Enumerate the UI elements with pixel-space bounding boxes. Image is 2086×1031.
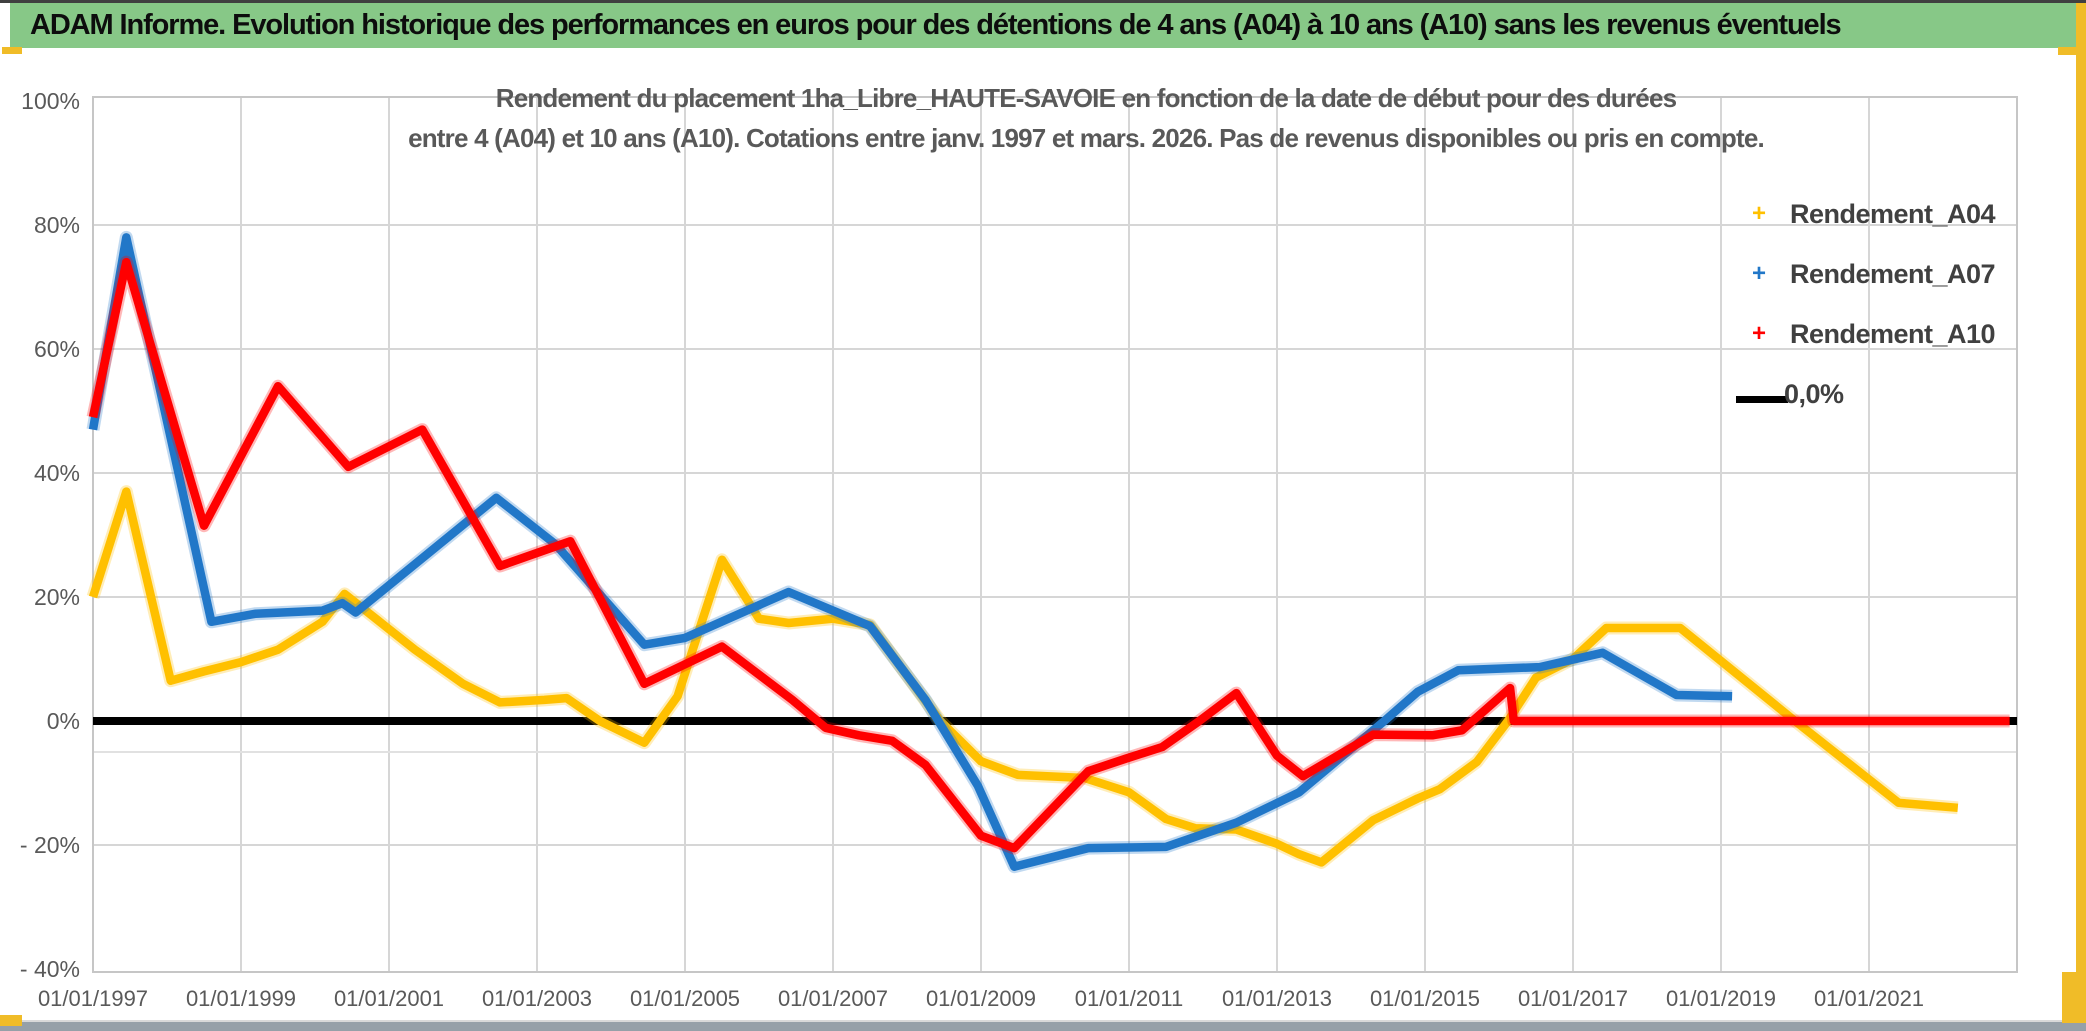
gold-accent-bottom-left (0, 1015, 22, 1026)
series-halo-Rendement_A07 (86, 230, 1733, 874)
legend-label: Rendement_A04 (1790, 198, 1996, 229)
chart-title-line1: Rendement du placement 1ha_Libre_HAUTE-S… (495, 83, 1677, 113)
x-tick-label-2021: 01/01/2021 (1814, 986, 1924, 1011)
x-tick-label-2017: 01/01/2017 (1518, 986, 1628, 1011)
chart-title-line2: entre 4 (A04) et 10 ans (A10). Cotations… (408, 123, 1765, 153)
legend-item-0-0-: 0,0% (1736, 364, 1995, 424)
x-tick-label-1999: 01/01/1999 (186, 986, 296, 1011)
legend-label: 0,0% (1784, 378, 1844, 409)
legend-plus-marker: + (1751, 200, 1766, 227)
header-bar: ADAM Informe. Evolution historique des p… (10, 3, 2076, 48)
legend-label: Rendement_A10 (1790, 318, 1996, 349)
x-tick-label-2009: 01/01/2009 (926, 986, 1036, 1011)
x-tick-label-2007: 01/01/2007 (778, 986, 888, 1011)
y-tick-label--40: - 40% (20, 956, 80, 982)
legend-plus-marker: + (1751, 260, 1766, 287)
gold-accent-bottom-right (2062, 972, 2086, 1023)
y-tick-label-80: 80% (34, 212, 80, 238)
legend-item-rendement-a07: + Rendement_A07 (1736, 244, 1996, 304)
y-tick-label--20: - 20% (20, 832, 80, 858)
legend-label: Rendement_A07 (1790, 258, 1996, 289)
x-tick-label-2005: 01/01/2005 (630, 986, 740, 1011)
x-tick-label-2011: 01/01/2011 (1075, 986, 1183, 1011)
plot-border (92, 96, 2018, 973)
top-border-line (0, 0, 2086, 3)
legend-plus-marker: + (1751, 320, 1766, 347)
x-tick-label-2013: 01/01/2013 (1222, 986, 1332, 1011)
x-tick-label-2001: 01/01/2001 (334, 986, 444, 1011)
x-tick-label-2019: 01/01/2019 (1666, 986, 1776, 1011)
legend-line-swatch (1736, 379, 1788, 409)
series-halo-Rendement_A04 (86, 485, 1959, 869)
series-line-Rendement_A10 (88, 257, 2010, 853)
legend-item-rendement-a04: + Rendement_A04 (1736, 184, 1996, 244)
series-line-Rendement_A07 (88, 233, 1733, 871)
series-line-Rendement_A04 (88, 487, 1959, 867)
gold-border-right (2076, 3, 2086, 1023)
x-tick-label-2003: 01/01/2003 (482, 986, 592, 1011)
y-tick-label-100: 100% (21, 88, 80, 114)
legend-item-rendement-a10: + Rendement_A10 (1736, 304, 1996, 364)
x-tick-label-1997: 01/01/1997 (38, 986, 148, 1011)
chart-title: Rendement du placement 1ha_Libre_HAUTE-S… (336, 78, 1836, 158)
y-tick-label-60: 60% (34, 336, 80, 362)
y-tick-label-40: 40% (34, 460, 80, 486)
y-tick-label-20: 20% (34, 584, 80, 610)
series-halo-Rendement_A10 (86, 255, 2010, 855)
legend: + Rendement_A04 + Rendement_A07 + Rendement_A… (1736, 184, 1996, 424)
bottom-band (0, 1020, 2086, 1031)
gold-accent-right-top (2058, 47, 2086, 55)
x-tick-label-2015: 01/01/2015 (1370, 986, 1480, 1011)
gold-accent-left (2, 47, 22, 54)
y-tick-label-0: 0% (47, 708, 80, 734)
legend-zero-line-swatch (1736, 396, 1788, 403)
header-title: ADAM Informe. Evolution historique des p… (30, 9, 1842, 41)
